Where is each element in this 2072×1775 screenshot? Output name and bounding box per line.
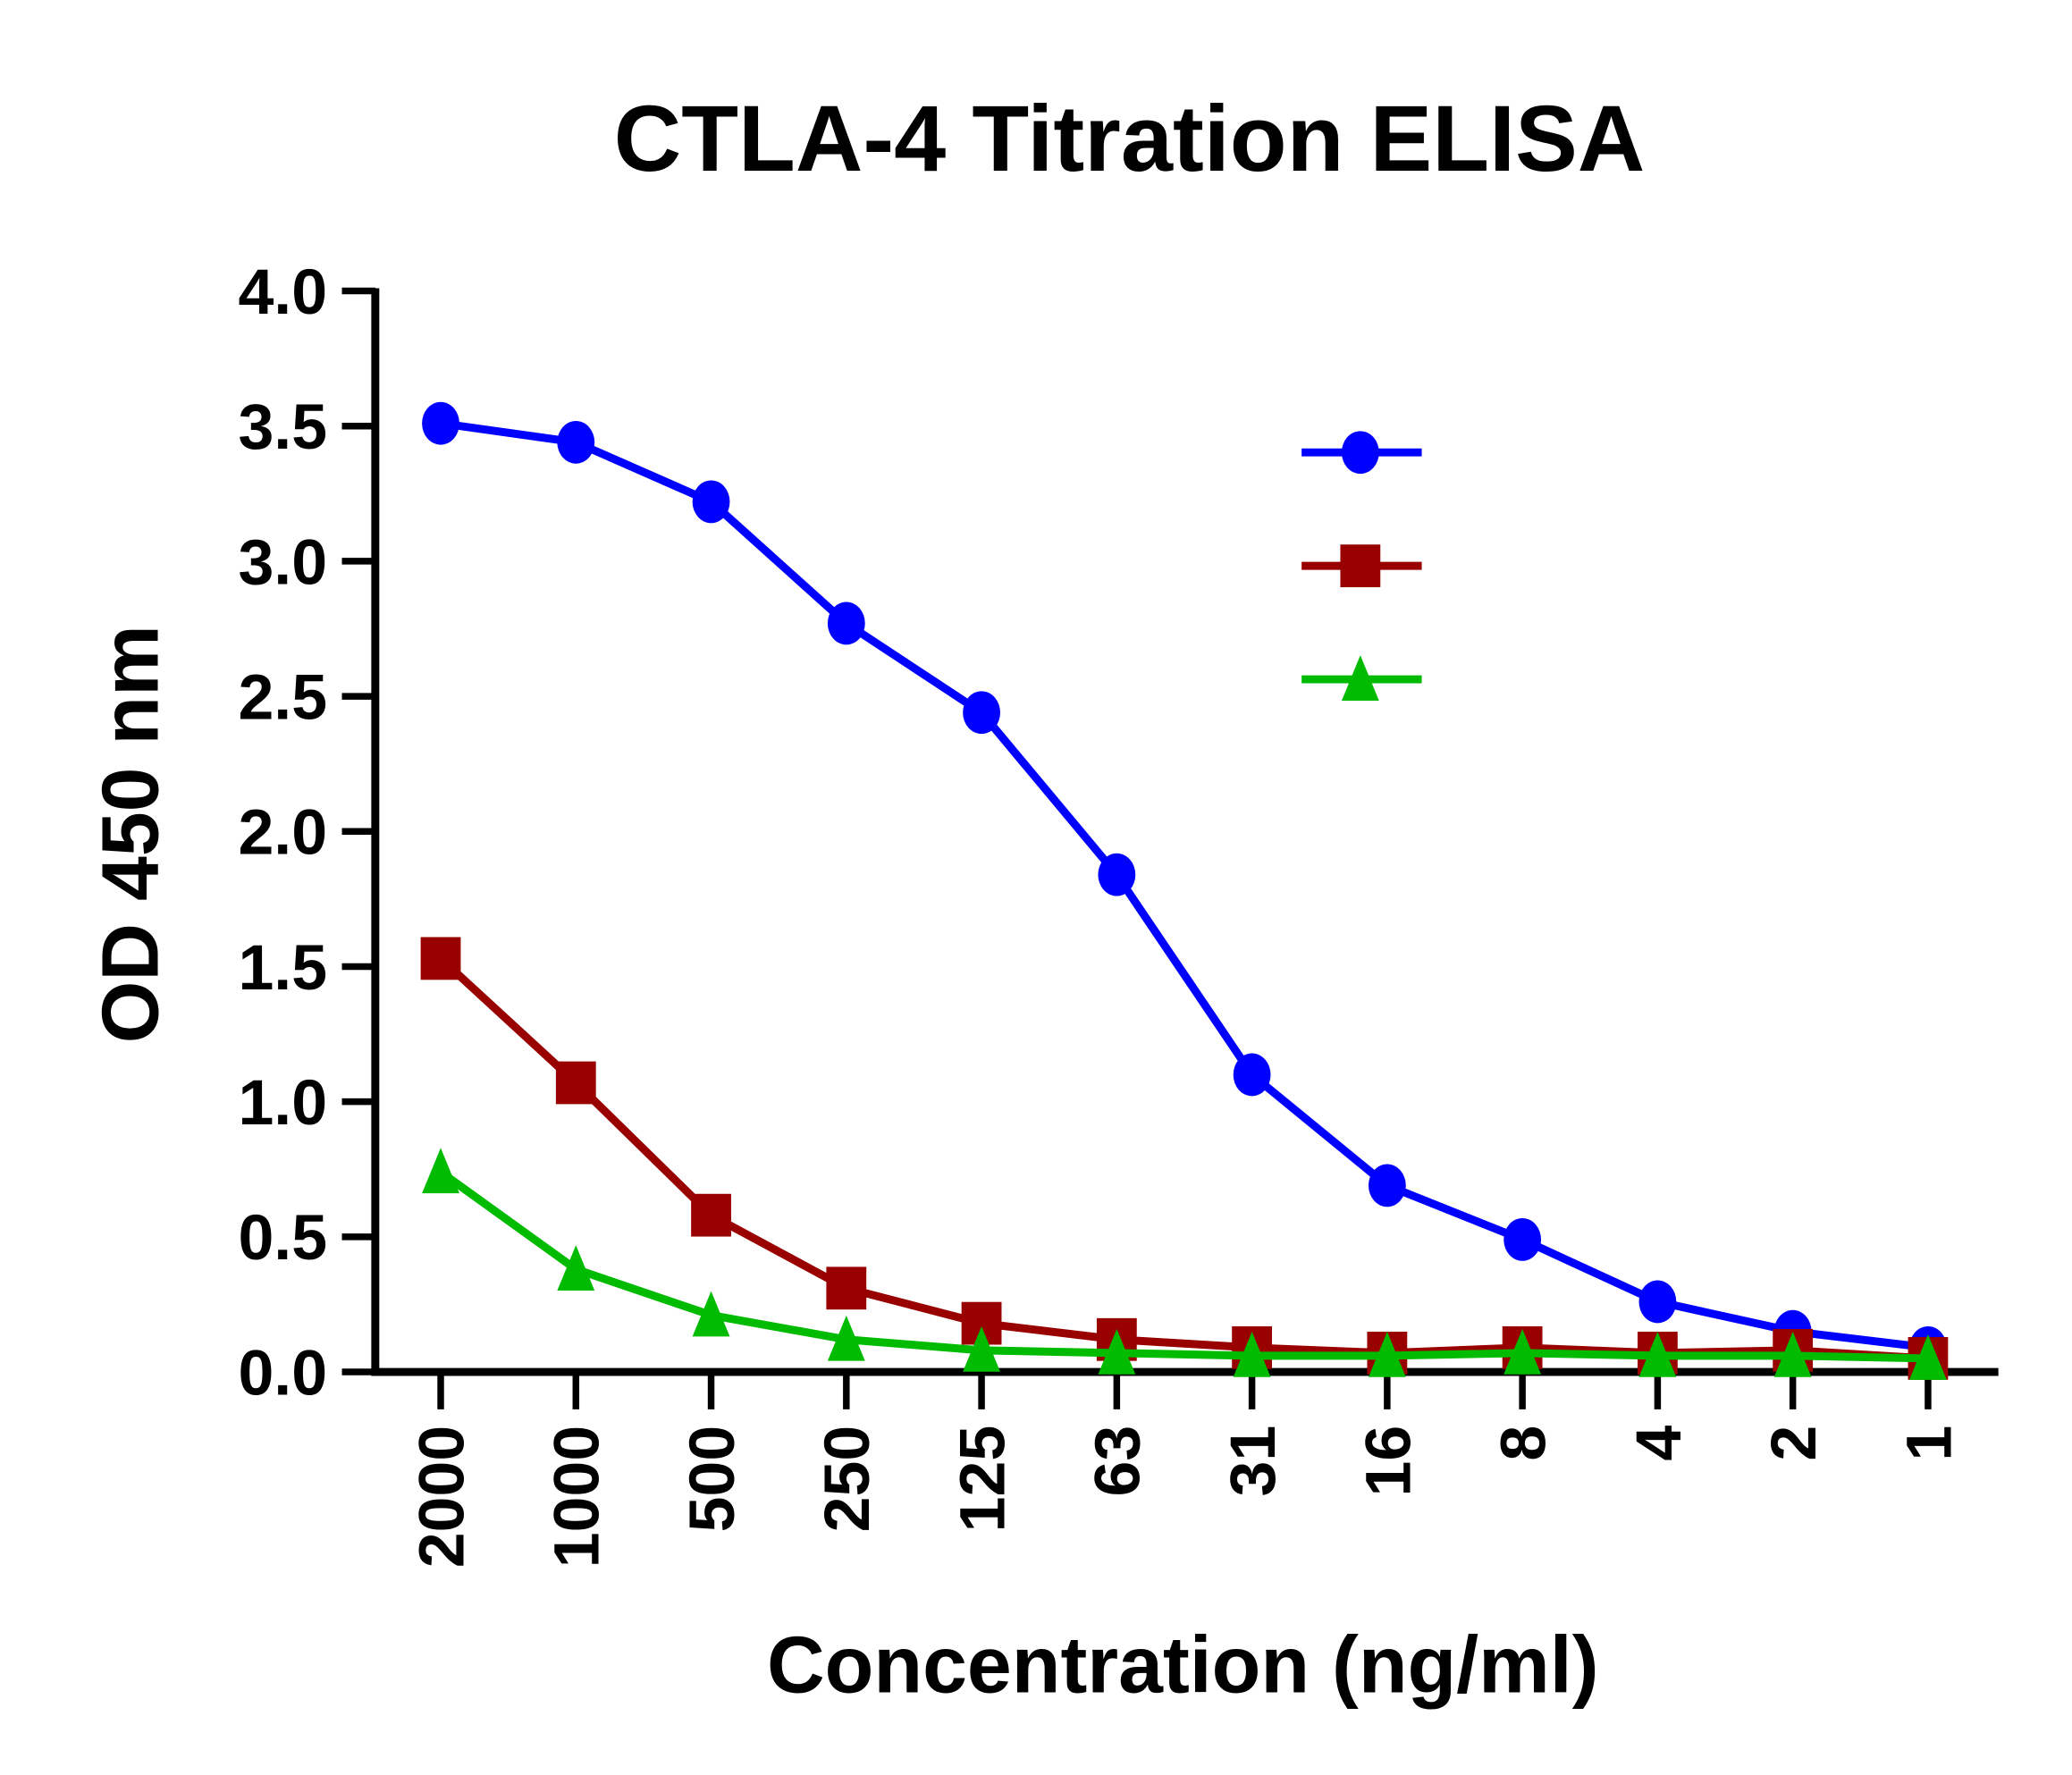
x-tick-label: 16 <box>1352 1426 1424 1497</box>
y-tick-label: 0.5 <box>238 1202 327 1274</box>
x-tick-label: 250 <box>812 1426 883 1533</box>
x-tick-label: 1 <box>1893 1426 1965 1461</box>
data-point-circle <box>1341 431 1379 475</box>
data-point-square <box>555 1061 596 1105</box>
chart-title: CTLA-4 Titration ELISA <box>614 87 1646 191</box>
series-group <box>420 401 1949 1380</box>
y-tick-label: 3.0 <box>238 526 327 598</box>
x-tick-label: 125 <box>947 1426 1018 1533</box>
data-point-circle <box>1368 1164 1406 1207</box>
x-tick-label: 31 <box>1217 1426 1289 1497</box>
legend-item-circle <box>1301 431 1422 475</box>
data-point-circle <box>422 401 459 445</box>
x-tick-label: 63 <box>1082 1426 1154 1497</box>
data-point-triangle <box>557 1245 595 1291</box>
x-tick-label: 4 <box>1623 1426 1695 1461</box>
series-triangle <box>422 1148 1947 1380</box>
data-point-triangle <box>692 1291 730 1337</box>
data-point-circle <box>1638 1280 1677 1324</box>
y-tick-label: 0.0 <box>238 1337 327 1409</box>
data-point-square <box>1340 544 1381 588</box>
data-point-triangle <box>1638 1332 1677 1377</box>
data-point-circle <box>963 691 1000 735</box>
x-tick-label: 2 <box>1758 1426 1830 1461</box>
y-tick-label: 1.5 <box>238 932 327 1004</box>
data-point-triangle <box>1773 1332 1812 1377</box>
axes: 0.0 0.5 1.0 1.5 2.0 2.5 3.0 3.5 4.0 2000 1000 500 25… <box>238 257 1999 1568</box>
data-point-triangle <box>422 1148 459 1194</box>
y-tick-label: 3.5 <box>238 391 327 463</box>
x-tick-label: 500 <box>677 1426 748 1533</box>
y-tick-label: 4.0 <box>238 257 327 328</box>
data-point-triangle <box>1341 655 1379 701</box>
data-point-circle <box>1098 853 1136 896</box>
data-point-triangle <box>1503 1328 1542 1375</box>
x-axis-label: Concentration (ng/ml) <box>767 1619 1599 1709</box>
series-circle <box>422 401 1947 1369</box>
data-point-circle <box>692 480 730 524</box>
data-point-triangle <box>963 1325 1000 1372</box>
x-tick-label: 2000 <box>406 1426 477 1568</box>
y-axis-label: OD 450 nm <box>85 625 174 1043</box>
legend-item-square <box>1301 544 1422 588</box>
data-point-triangle <box>827 1315 865 1361</box>
y-tick-label: 2.5 <box>238 661 327 733</box>
data-point-circle <box>827 601 865 645</box>
y-tick-label: 2.0 <box>238 797 327 869</box>
series-line <box>440 419 1929 1352</box>
data-point-triangle <box>1233 1332 1271 1377</box>
legend-item-triangle <box>1301 655 1422 701</box>
y-tick-label: 1.0 <box>238 1067 327 1139</box>
x-tick-label: 1000 <box>542 1426 613 1568</box>
data-point-triangle <box>1098 1328 1136 1375</box>
data-point-square <box>826 1266 867 1310</box>
x-tick-label: 8 <box>1488 1426 1560 1461</box>
legend <box>1301 431 1422 701</box>
data-point-circle <box>557 420 595 464</box>
data-point-square <box>691 1193 731 1237</box>
data-point-circle <box>1233 1053 1271 1097</box>
data-point-triangle <box>1909 1334 1947 1380</box>
data-point-square <box>420 937 461 980</box>
data-point-circle <box>1503 1217 1542 1261</box>
series-line <box>438 1168 1929 1363</box>
data-point-triangle <box>1368 1332 1406 1377</box>
